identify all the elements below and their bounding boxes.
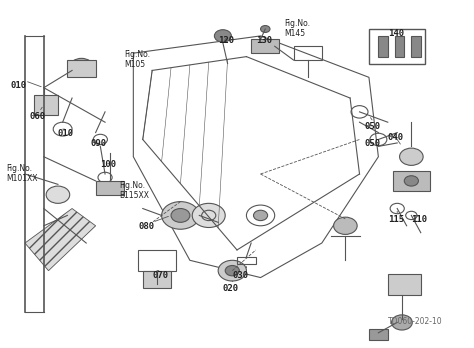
Bar xyxy=(392,171,430,191)
Text: Fig.No.
B115XX: Fig.No. B115XX xyxy=(119,181,149,200)
Text: 050: 050 xyxy=(364,122,380,131)
Text: 090: 090 xyxy=(91,140,107,149)
Text: 100: 100 xyxy=(100,160,117,169)
Circle shape xyxy=(400,148,423,165)
Circle shape xyxy=(261,25,270,32)
Bar xyxy=(369,329,388,340)
Bar xyxy=(96,181,124,195)
Bar xyxy=(388,274,421,295)
Bar xyxy=(378,36,388,57)
Text: 010: 010 xyxy=(58,129,74,138)
Circle shape xyxy=(225,266,239,276)
Bar xyxy=(293,46,322,60)
Bar xyxy=(138,250,176,271)
Text: 060: 060 xyxy=(30,112,46,121)
Bar xyxy=(35,95,58,115)
Circle shape xyxy=(162,201,199,229)
Circle shape xyxy=(404,176,419,186)
Circle shape xyxy=(192,203,225,228)
Circle shape xyxy=(46,186,70,203)
Circle shape xyxy=(392,315,412,330)
Text: 010: 010 xyxy=(11,81,27,90)
Text: 020: 020 xyxy=(223,284,239,293)
Text: Fig.No.
M105: Fig.No. M105 xyxy=(124,50,150,69)
Text: 070: 070 xyxy=(152,271,168,280)
Text: 040: 040 xyxy=(388,133,404,142)
Text: 130: 130 xyxy=(256,36,272,45)
Text: 120: 120 xyxy=(218,36,234,45)
Text: 110: 110 xyxy=(411,215,428,224)
Text: 050: 050 xyxy=(364,140,380,149)
Bar xyxy=(67,60,96,77)
Text: TD060-202-10: TD060-202-10 xyxy=(388,317,442,326)
Bar xyxy=(411,36,421,57)
Bar xyxy=(395,36,404,57)
Polygon shape xyxy=(25,208,96,271)
Bar xyxy=(143,271,171,288)
Text: 140: 140 xyxy=(388,29,404,38)
Bar xyxy=(237,257,256,264)
Text: 115: 115 xyxy=(388,215,404,224)
Text: Fig.No.
M145: Fig.No. M145 xyxy=(284,19,310,38)
Circle shape xyxy=(171,208,190,222)
Circle shape xyxy=(254,210,268,221)
Text: 030: 030 xyxy=(232,271,248,280)
Circle shape xyxy=(334,217,357,235)
Bar xyxy=(369,29,426,64)
Circle shape xyxy=(214,30,231,42)
Text: Fig.No.
M101XX: Fig.No. M101XX xyxy=(6,164,37,183)
Bar xyxy=(251,39,279,53)
Circle shape xyxy=(70,58,93,76)
Circle shape xyxy=(218,260,246,281)
Text: 080: 080 xyxy=(138,222,154,231)
